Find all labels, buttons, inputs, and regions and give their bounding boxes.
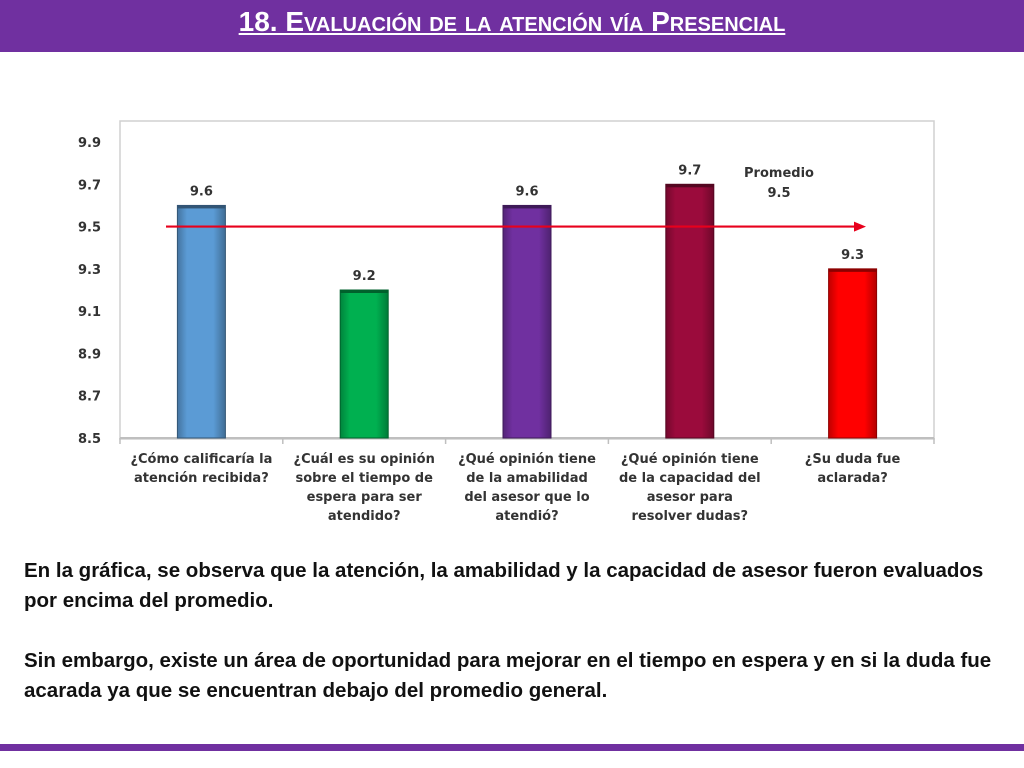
category-label: sobre el tiempo de — [295, 471, 433, 486]
category-label: ¿Cuál es su opinión — [294, 452, 435, 467]
category-label: asesor para — [647, 490, 733, 505]
category-label: del asesor que lo — [464, 490, 589, 505]
y-tick-label: 9.1 — [78, 305, 101, 320]
category-label: aclarada? — [817, 471, 888, 486]
category-label: atendido? — [328, 509, 401, 524]
category-label: atención recibida? — [134, 471, 269, 486]
category-label: de la amabilidad — [466, 471, 588, 486]
bar-top-edge — [665, 184, 714, 188]
bottom-bar — [0, 744, 1024, 751]
paragraph-2: Sin embargo, existe un área de oportunid… — [24, 649, 992, 702]
bar — [502, 204, 552, 439]
category-label: ¿Su duda fue — [805, 452, 901, 467]
bar — [828, 268, 878, 439]
page-title: 18. Evaluación de la atención vía Presen… — [238, 6, 786, 37]
bar — [176, 204, 226, 439]
average-value-label: 9.5 — [767, 186, 790, 201]
title-bar: 18. Evaluación de la atención vía Presen… — [0, 0, 1024, 52]
y-tick-label: 9.7 — [78, 178, 101, 193]
category-label: ¿Qué opinión tiene — [621, 452, 759, 467]
bar — [665, 183, 715, 439]
category-label: ¿Qué opinión tiene — [458, 452, 596, 467]
bar-chart: 8.5 8.7 8.9 9.1 9.3 9.5 9.7 9.9 9.6 ¿Cómo calific… — [78, 120, 935, 524]
y-tick-label: 9.5 — [78, 221, 101, 236]
y-tick-label: 8.9 — [78, 347, 101, 362]
bar-value-label: 9.6 — [515, 184, 538, 199]
y-tick-label: 8.5 — [78, 432, 101, 447]
category-label: resolver dudas? — [632, 509, 749, 524]
bar-top-edge — [503, 205, 551, 209]
bar-value-label: 9.7 — [678, 163, 701, 178]
bar-value-label: 9.2 — [353, 269, 376, 284]
paragraph-1: En la gráfica, se observa que la atenció… — [24, 559, 984, 612]
bar-value-label: 9.6 — [190, 184, 213, 199]
bar-value-label: 9.3 — [841, 248, 864, 263]
bar-top-edge — [340, 290, 389, 293]
category-label: ¿Cómo calificaría la — [130, 452, 272, 467]
category-label: espera para ser — [307, 490, 423, 505]
bar — [339, 289, 389, 439]
y-tick-label: 8.7 — [78, 390, 101, 405]
category-label: atendió? — [495, 509, 558, 524]
y-tick-label: 9.9 — [78, 136, 101, 151]
average-arrowhead — [854, 221, 866, 232]
y-tick-label: 9.3 — [78, 263, 101, 278]
bar-top-edge — [177, 205, 226, 209]
category-label: de la capacidad del — [619, 471, 761, 486]
bar-top-edge — [828, 268, 877, 272]
average-label: Promedio — [744, 166, 814, 181]
